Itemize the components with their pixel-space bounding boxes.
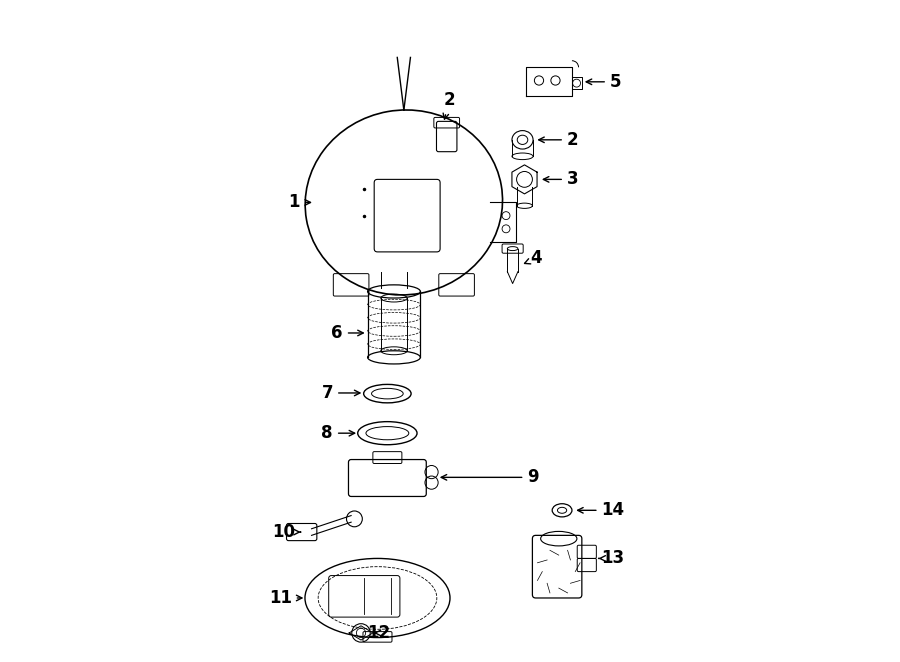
Polygon shape (526, 68, 572, 95)
Text: 2: 2 (443, 91, 455, 119)
Text: 3: 3 (544, 170, 579, 189)
Text: 14: 14 (578, 501, 625, 519)
Text: 10: 10 (272, 523, 301, 541)
Text: 2: 2 (539, 131, 579, 149)
Text: 7: 7 (321, 384, 360, 402)
Text: 12: 12 (367, 624, 391, 642)
Text: 8: 8 (321, 424, 355, 442)
Text: 1: 1 (289, 193, 310, 211)
Polygon shape (512, 165, 537, 194)
Text: 5: 5 (586, 73, 621, 91)
Text: 9: 9 (441, 468, 539, 487)
Polygon shape (508, 271, 518, 283)
Text: 11: 11 (269, 589, 302, 607)
Text: 6: 6 (331, 324, 364, 342)
Text: 13: 13 (598, 549, 625, 567)
Text: 4: 4 (525, 250, 543, 267)
